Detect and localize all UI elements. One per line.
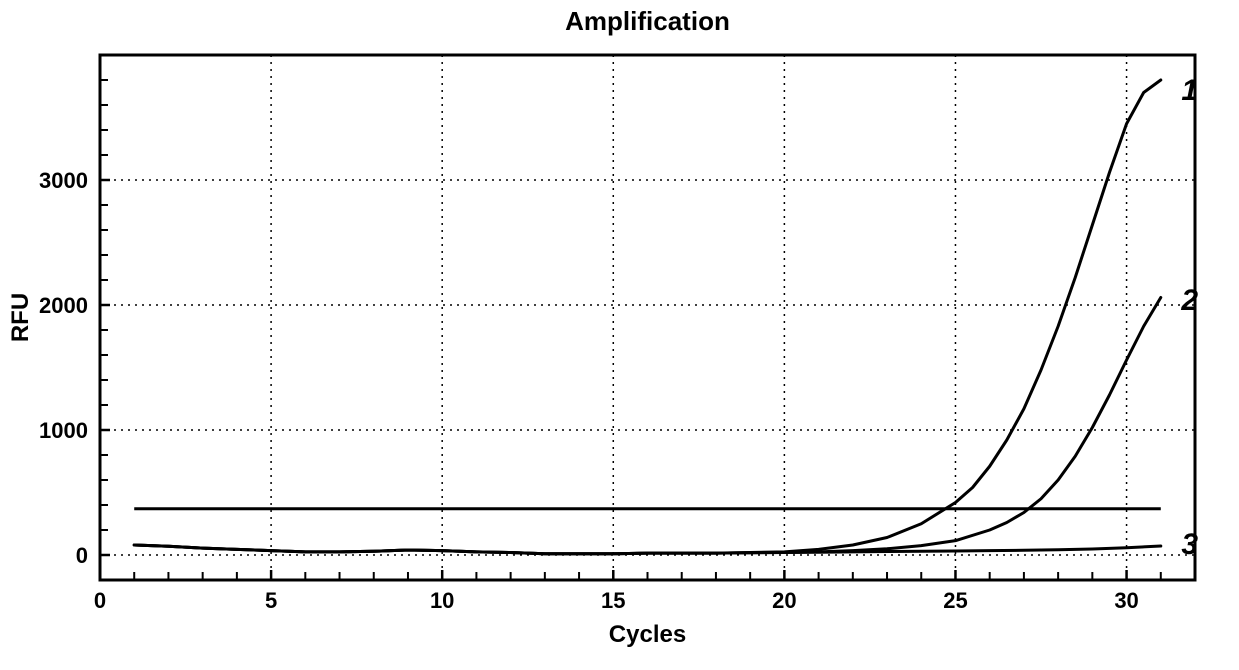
ytick-label: 0	[76, 543, 88, 568]
amplification-chart: Amplification 0 5 10 15 20 25 30 0 1000 2000 3000 Cy…	[0, 0, 1239, 670]
x-axis-label: Cycles	[609, 621, 686, 648]
xtick-label: 5	[265, 588, 277, 613]
chart-title: Amplification	[565, 6, 730, 36]
xtick-label: 25	[943, 588, 967, 613]
xtick-label: 10	[430, 588, 454, 613]
series-label-2: 2	[1180, 284, 1198, 317]
xtick-label: 20	[772, 588, 796, 613]
ytick-label: 1000	[39, 418, 88, 443]
ytick-label: 3000	[39, 168, 88, 193]
xtick-label: 30	[1114, 588, 1138, 613]
xtick-label: 15	[601, 588, 625, 613]
y-axis-label: RFU	[7, 293, 34, 342]
series-label-1: 1	[1181, 74, 1198, 107]
chart-svg: Amplification 0 5 10 15 20 25 30 0 1000 2000 3000 Cy…	[0, 0, 1239, 670]
xtick-label: 0	[94, 588, 106, 613]
series-label-3: 3	[1181, 528, 1198, 561]
ytick-label: 2000	[39, 293, 88, 318]
